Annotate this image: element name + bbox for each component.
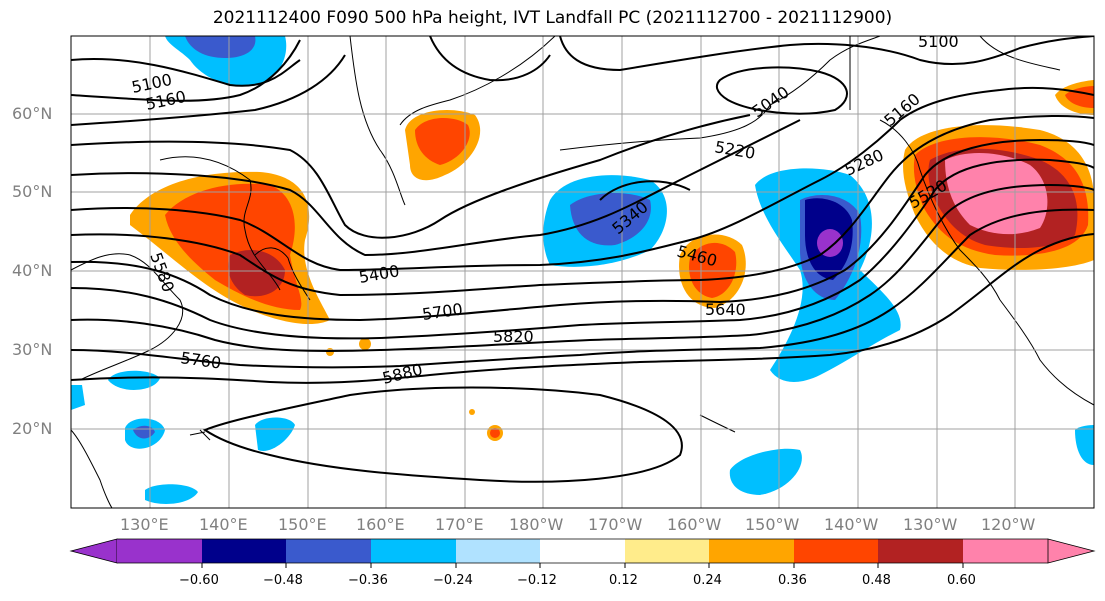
colorbar-tick-label: −0.36 [348,573,388,588]
height-contours [71,36,1094,483]
contour-label: 5880 [380,360,424,388]
lon-label: 140°W [824,515,879,534]
lon-label: 150°W [745,515,800,534]
colorbar-tick-label: 0.12 [609,573,638,588]
contour-label: 5640 [705,300,746,319]
lon-label: 120°W [981,515,1036,534]
colorbar-segment [878,539,963,563]
colorbar-segment [625,539,709,563]
map-frame [70,35,1095,509]
contour-label: 5040 [748,82,792,121]
lon-label: 160°W [667,515,722,534]
colorbar-segment [963,539,1048,563]
contour-label: 5820 [493,327,534,346]
colorbar-segment [540,539,625,563]
colorbar-max-extend [1047,538,1096,564]
contour-label: 5700 [421,299,464,323]
lat-label: 20°N [12,419,53,438]
contour-label: 5400 [357,261,400,287]
colorbar-min-extend [69,538,118,564]
colorbar-segment [794,539,878,563]
lon-label: 150°E [278,515,327,534]
colorbar-tick-label: −0.60 [179,573,219,588]
colorbar-segment [456,539,540,563]
colorbar [69,538,1096,568]
colorbar-segment [371,539,456,563]
colorbar-tick-label: 0.48 [862,573,891,588]
lon-label: 180°W [509,515,564,534]
colorbar-tick-label: −0.48 [263,573,303,588]
colorbar-tick-label: −0.24 [433,573,473,588]
colorbar-tick-label: −0.12 [517,573,557,588]
lat-label: 60°N [12,104,53,123]
colorbar-tick-label: 0.36 [778,573,807,588]
map-title: 2021112400 F090 500 hPa height, IVT Land… [212,8,893,28]
lat-label: 50°N [12,182,53,201]
lat-label: 40°N [12,261,53,280]
lon-label: 170°W [588,515,643,534]
lat-label: 30°N [12,340,53,359]
contour-label: 5100 [918,32,959,51]
map-area: 5100 5160 5100 5040 5220 5160 5280 5340 … [71,32,1094,508]
colorbar-segment [117,539,202,563]
lon-label: 130°W [903,515,958,534]
colorbar-segment [286,539,371,563]
colorbar-tick-label: 0.60 [947,573,976,588]
contour-label: 5760 [179,348,222,372]
contour-label: 5280 [842,145,887,179]
ivt-shading [71,36,1094,504]
colorbar-segment [202,539,286,563]
gridlines [71,36,1094,508]
coastlines [71,36,1094,508]
lon-label: 140°E [199,515,248,534]
colorbar-segment [709,539,794,563]
lon-label: 160°E [356,515,405,534]
lon-label: 130°E [120,515,169,534]
lon-label: 170°E [435,515,484,534]
colorbar-tick-label: 0.24 [693,573,722,588]
